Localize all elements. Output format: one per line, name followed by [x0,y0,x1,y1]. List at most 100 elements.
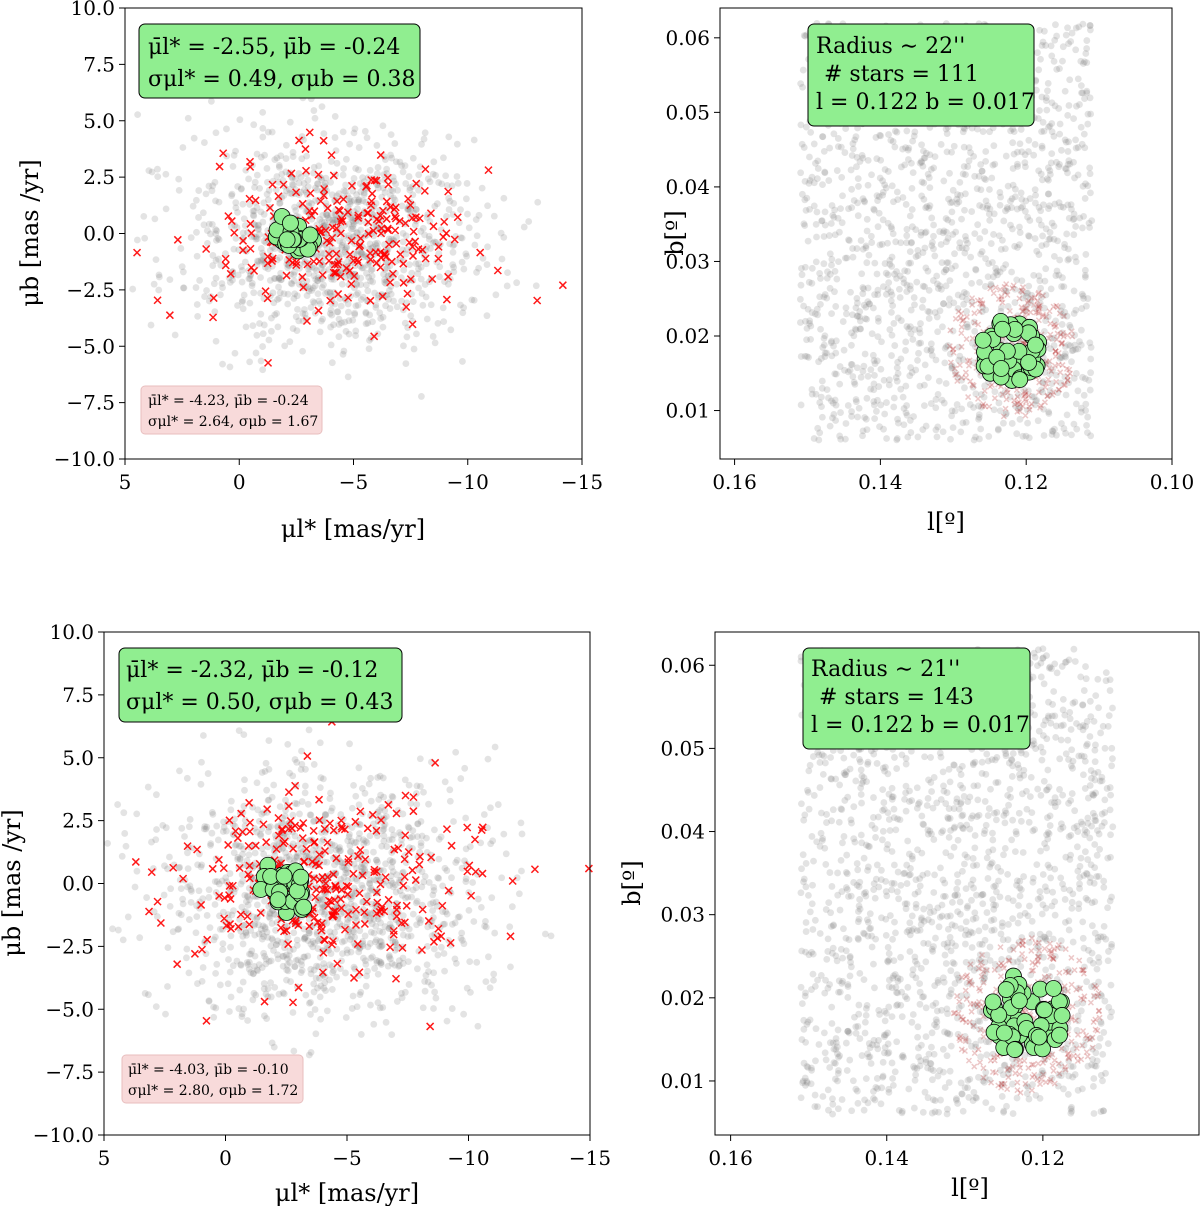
star-marker [1072,306,1080,314]
star-marker [314,274,322,281]
star-marker [922,422,930,430]
star-marker [953,195,961,203]
star-marker [234,853,242,861]
star-marker [345,330,353,338]
star-marker [486,984,494,992]
cross-marker [314,170,323,179]
star-marker [338,938,346,946]
star-marker [465,906,473,914]
star-marker [842,304,850,312]
cross-marker [209,294,218,303]
star-marker [314,277,322,285]
star-marker [256,184,264,192]
star-marker [348,1005,356,1012]
star-marker [463,252,471,260]
star-marker [480,811,488,818]
star-marker [386,262,394,270]
star-marker [307,304,315,311]
star-marker [284,740,292,748]
star-marker [458,234,466,242]
star-marker [418,393,425,400]
star-marker [1083,59,1091,67]
star-marker [351,125,359,133]
star-marker [1019,432,1027,440]
y-tick-label: −10.0 [33,1123,94,1147]
star-marker [212,257,220,264]
star-marker [837,409,844,416]
star-marker [894,358,902,366]
star-marker [239,200,247,208]
star-marker [369,278,377,286]
cross-marker [421,165,430,174]
star-marker [344,300,352,308]
star-marker [1087,432,1095,440]
star-marker [901,161,909,169]
star-marker [1061,87,1069,95]
star-marker [837,205,844,213]
star-marker [269,289,277,297]
star-marker [261,1012,268,1020]
star-marker [357,281,365,289]
cross-marker [399,278,408,287]
star-marker [916,329,924,337]
star-marker [204,770,212,777]
star-marker [968,280,975,287]
star-marker [485,953,492,961]
star-marker [443,1017,451,1025]
star-marker [828,352,836,360]
star-marker [812,159,819,167]
star-marker [209,182,217,190]
star-marker [828,310,835,318]
star-marker [338,319,345,327]
star-marker [310,761,318,768]
star-marker [255,221,263,229]
star-marker [289,153,297,161]
star-marker [958,405,966,413]
cross-marker [388,269,397,278]
star-marker [373,170,381,178]
star-marker [291,175,299,183]
cross-marker [404,194,413,203]
star-marker [270,781,278,789]
cross-marker [383,224,392,233]
star-marker [367,334,375,342]
star-marker [943,148,951,156]
star-marker [398,297,406,305]
star-marker [261,151,268,159]
star-marker [1044,190,1052,198]
star-marker [918,304,926,311]
star-marker [856,325,864,333]
star-marker [389,793,397,801]
star-marker [346,848,354,856]
star-marker [831,370,839,378]
star-marker [925,174,933,182]
star-marker [808,279,816,287]
star-marker [311,299,318,307]
star-marker [387,151,395,159]
star-marker [1072,144,1080,152]
cross-marker [347,279,356,289]
cross-marker [245,194,254,203]
star-marker [250,121,258,129]
star-marker [420,788,427,796]
cross-marker [323,204,332,213]
star-marker [1050,57,1058,65]
star-marker [382,302,389,310]
star-marker [415,265,422,273]
star-marker [449,211,457,218]
star-marker [380,825,388,833]
star-marker [406,186,414,194]
star-marker [369,318,376,326]
star-marker [432,171,439,179]
star-marker [913,278,921,286]
cross-marker [409,227,418,236]
star-marker [1035,216,1043,224]
star-marker [987,240,995,247]
star-marker [330,276,338,283]
star-marker [928,351,936,359]
star-marker [276,803,284,811]
star-marker [417,842,425,850]
star-marker [239,940,247,948]
star-marker [1032,199,1039,207]
star-marker [293,327,301,335]
